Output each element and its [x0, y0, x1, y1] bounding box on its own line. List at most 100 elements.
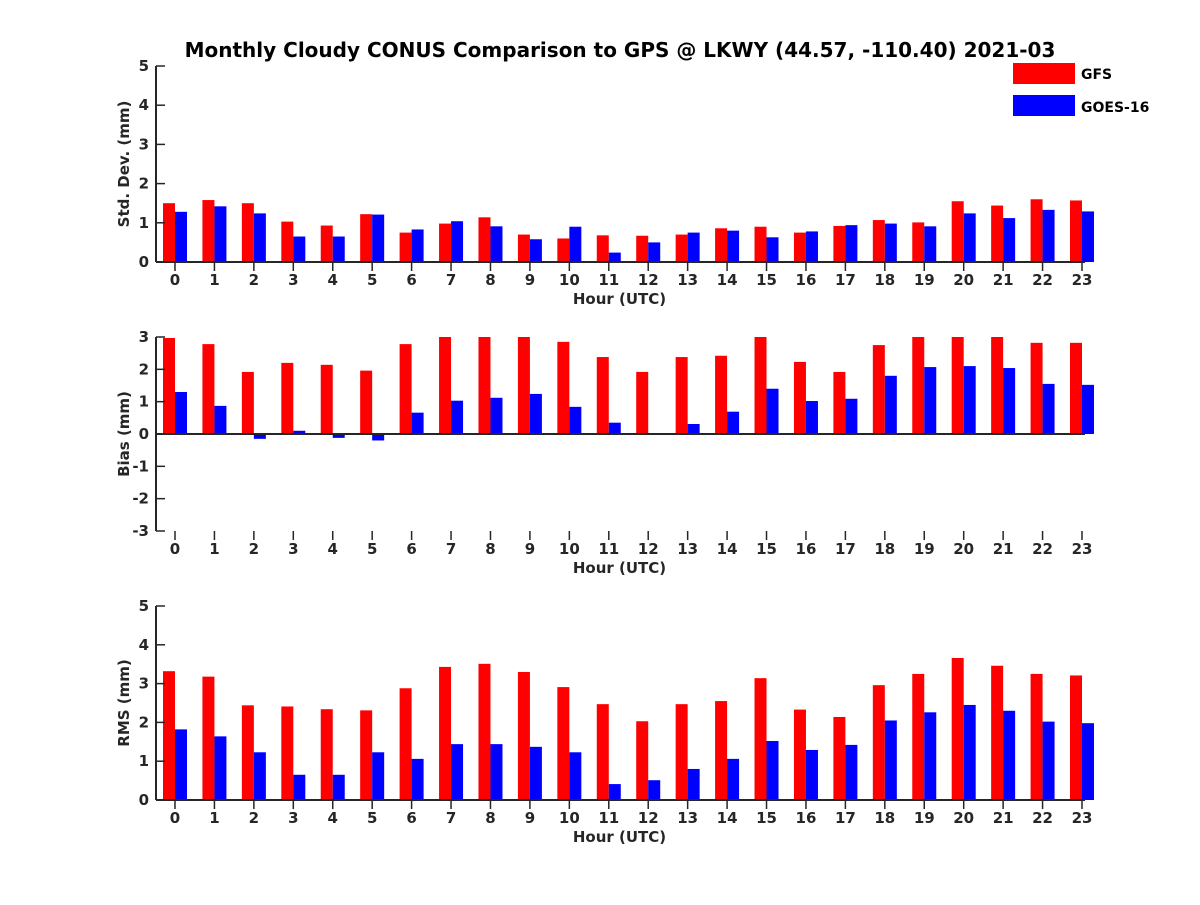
y-axis-label: RMS (mm) [115, 659, 133, 746]
bar-gfs-hour-15 [754, 337, 767, 434]
bar-goes16-hour-22 [1042, 209, 1055, 262]
bar-goes16-hour-1 [214, 405, 227, 434]
bar-gfs-hour-23 [1070, 342, 1082, 434]
x-tick-label: 12 [638, 271, 659, 289]
bar-gfs-hour-22 [1030, 673, 1043, 800]
legend: GFS GOES-16 [1013, 63, 1149, 116]
bar-gfs-hour-12 [636, 721, 649, 800]
x-tick-label: 17 [835, 809, 856, 827]
bar-gfs-hour-0 [163, 203, 175, 262]
x-tick-label: 10 [559, 271, 580, 289]
bar-gfs-hour-7 [439, 666, 452, 800]
x-tick-label: 3 [288, 540, 298, 558]
bar-goes16-hour-6 [411, 229, 424, 262]
bar-gfs-hour-4 [320, 364, 333, 434]
x-tick-label: 2 [249, 540, 259, 558]
x-tick-label: 11 [598, 271, 619, 289]
chart-title: Monthly Cloudy CONUS Comparison to GPS @… [185, 38, 1056, 62]
bar-gfs-hour-14 [715, 355, 728, 434]
bar-gfs-hour-1 [202, 676, 215, 800]
x-axis-label: Hour (UTC) [573, 828, 666, 846]
y-tick-label: 2 [139, 713, 149, 731]
x-tick-label: 22 [1032, 540, 1053, 558]
bar-goes16-hour-2 [253, 752, 266, 800]
x-tick-label: 9 [525, 540, 535, 558]
bar-goes16-hour-15 [766, 388, 779, 434]
bar-goes16-hour-12 [648, 242, 661, 262]
x-tick-label: 18 [874, 809, 895, 827]
bar-goes16-hour-23 [1082, 211, 1094, 262]
bar-gfs-hour-13 [675, 704, 688, 800]
bar-gfs-hour-17 [833, 716, 846, 800]
bar-gfs-hour-19 [912, 337, 925, 434]
bar-goes16-hour-1 [214, 206, 227, 262]
x-tick-label: 2 [249, 271, 259, 289]
bar-gfs-hour-5 [360, 710, 373, 800]
bar-gfs-hour-12 [636, 371, 649, 434]
x-tick-label: 7 [446, 809, 456, 827]
bar-goes16-hour-12 [648, 780, 661, 800]
x-tick-label: 21 [993, 809, 1014, 827]
bar-gfs-hour-22 [1030, 199, 1043, 262]
x-tick-label: 14 [717, 809, 738, 827]
bar-gfs-hour-16 [793, 361, 806, 434]
x-tick-label: 23 [1072, 271, 1093, 289]
bar-gfs-hour-14 [715, 701, 728, 800]
bar-goes16-hour-10 [569, 406, 582, 434]
x-tick-label: 18 [874, 271, 895, 289]
bar-gfs-hour-18 [872, 220, 885, 262]
bar-gfs-hour-19 [912, 673, 925, 800]
bar-goes16-hour-16 [805, 401, 818, 434]
bar-gfs-hour-10 [557, 341, 570, 434]
bar-goes16-hour-13 [687, 768, 700, 800]
bar-goes16-hour-17 [845, 744, 858, 800]
x-tick-label: 10 [559, 809, 580, 827]
x-tick-label: 6 [406, 271, 416, 289]
bar-gfs-hour-3 [281, 706, 294, 800]
bar-gfs-hour-11 [596, 235, 609, 262]
x-tick-label: 5 [367, 540, 377, 558]
x-tick-label: 13 [677, 540, 698, 558]
bar-goes16-hour-0 [175, 211, 187, 262]
bar-goes16-hour-2 [253, 213, 266, 262]
bar-goes16-hour-23 [1082, 723, 1094, 800]
bar-goes16-hour-17 [845, 225, 858, 262]
x-tick-label: 8 [485, 540, 495, 558]
bar-goes16-hour-14 [727, 758, 740, 800]
bar-goes16-hour-8 [490, 744, 503, 800]
bar-goes16-hour-20 [963, 704, 976, 800]
bar-goes16-hour-14 [727, 230, 740, 262]
x-tick-label: 1 [209, 271, 219, 289]
x-tick-label: 16 [796, 540, 817, 558]
bar-gfs-hour-6 [399, 688, 412, 800]
bar-goes16-hour-21 [1003, 218, 1016, 262]
bar-goes16-hour-15 [766, 237, 779, 262]
bar-gfs-hour-21 [991, 337, 1004, 434]
bar-gfs-hour-8 [478, 337, 491, 434]
x-tick-label: 9 [525, 809, 535, 827]
y-tick-label: 3 [139, 135, 149, 153]
bar-goes16-hour-19 [924, 226, 937, 262]
x-tick-label: 16 [796, 809, 817, 827]
x-tick-label: 20 [953, 809, 974, 827]
bar-gfs-hour-19 [912, 222, 925, 262]
y-tick-label: 0 [139, 425, 149, 443]
y-tick-label: -1 [132, 457, 149, 475]
x-tick-label: 6 [406, 809, 416, 827]
x-tick-label: 11 [598, 540, 619, 558]
bar-gfs-hour-10 [557, 687, 570, 800]
bar-gfs-hour-23 [1070, 675, 1082, 800]
bar-goes16-hour-21 [1003, 710, 1016, 800]
x-tick-label: 20 [953, 540, 974, 558]
bar-gfs-hour-8 [478, 663, 491, 800]
bar-goes16-hour-7 [451, 400, 464, 434]
bar-goes16-hour-11 [608, 784, 621, 800]
x-tick-label: 18 [874, 540, 895, 558]
x-tick-label: 0 [170, 271, 180, 289]
y-tick-label: -2 [132, 490, 149, 508]
bar-goes16-hour-23 [1082, 384, 1094, 434]
x-axis-label: Hour (UTC) [573, 559, 666, 577]
bar-goes16-hour-10 [569, 752, 582, 800]
